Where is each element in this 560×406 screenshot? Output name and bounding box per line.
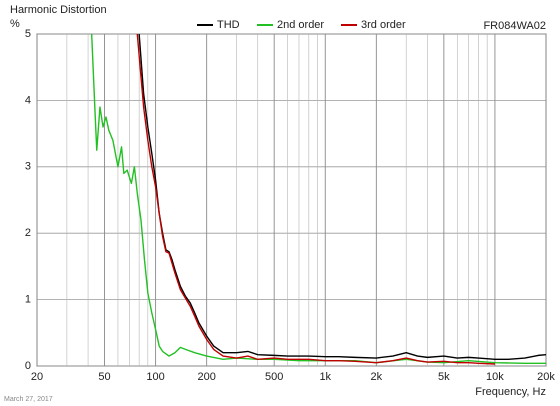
x-tick-label: 50 <box>98 371 110 383</box>
y-tick-label: 0 <box>25 360 31 372</box>
y-tick-label: 2 <box>25 227 31 239</box>
x-tick-label: 2k <box>371 371 383 383</box>
grid: 0 1 2 3 4 5 20 50 100 200 500 1k 2k 5k 10k 20k <box>25 28 555 383</box>
x-tick-label: 20k <box>537 371 555 383</box>
date-label: March 27, 2017 <box>4 396 53 403</box>
x-tick-label: 5k <box>438 371 450 383</box>
plot-frame <box>36 33 547 367</box>
model-label: FR084WA02 <box>483 20 546 32</box>
lines <box>90 34 546 365</box>
legend-label: 3rd order <box>361 19 406 31</box>
y-tick-label: 3 <box>25 161 31 173</box>
series-line <box>136 34 495 365</box>
x-tick-label: 1k <box>319 371 331 383</box>
x-axis-label: Frequency, Hz <box>475 386 546 398</box>
x-tick-label: 200 <box>197 371 215 383</box>
y-tick-label: 1 <box>25 294 31 306</box>
x-tick-label: 100 <box>146 371 164 383</box>
legend-label: 2nd order <box>277 19 324 31</box>
legend: THD 2nd order 3rd order <box>197 19 406 31</box>
legend-label: THD <box>217 19 240 31</box>
y-tick-label: 5 <box>25 28 31 40</box>
y-axis-label: % <box>10 18 20 30</box>
chart-title: Harmonic Distortion <box>10 4 107 16</box>
y-tick-label: 4 <box>25 94 31 106</box>
x-tick-label: 10k <box>486 371 504 383</box>
x-tick-label: 20 <box>31 371 43 383</box>
x-tick-label: 500 <box>265 371 283 383</box>
